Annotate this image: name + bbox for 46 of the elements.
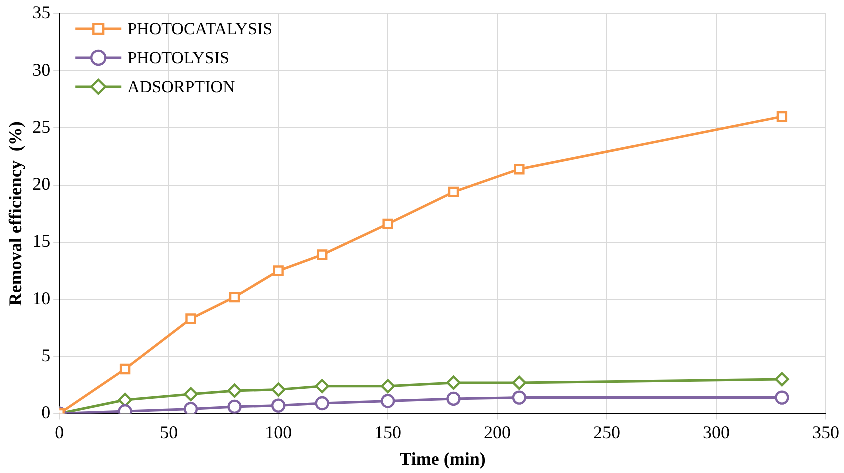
legend-label: PHOTOCATALYSIS — [128, 19, 273, 38]
y-tick-label: 0 — [42, 402, 51, 423]
x-tick-label: 0 — [55, 422, 64, 442]
x-tick-label: 350 — [812, 422, 840, 442]
point — [186, 314, 196, 324]
point — [271, 382, 286, 397]
point — [380, 379, 396, 394]
point — [446, 392, 461, 406]
y-tick-label: 20 — [32, 174, 51, 194]
y-axis-title: Removal efficiency (%) — [5, 122, 26, 306]
x-tick-label: 300 — [703, 422, 730, 442]
point — [448, 186, 460, 198]
point — [228, 384, 242, 398]
point — [382, 218, 394, 230]
point — [228, 400, 242, 414]
point — [184, 387, 198, 402]
point — [514, 164, 525, 175]
point — [273, 266, 284, 276]
point — [380, 394, 396, 408]
point — [315, 379, 330, 394]
y-tick-label: 15 — [32, 231, 51, 252]
point — [775, 372, 790, 387]
x-tick-label: 50 — [160, 422, 178, 442]
x-axis-title: Time (min) — [400, 448, 486, 469]
point — [776, 111, 788, 122]
legend-label: ADSORPTION — [128, 77, 236, 96]
point — [317, 250, 328, 260]
x-tick-label: 200 — [484, 422, 512, 442]
point — [120, 364, 131, 375]
x-tick-label: 250 — [594, 422, 621, 442]
point — [315, 396, 330, 411]
point — [184, 402, 198, 414]
legend-label: PHOTOLYSIS — [128, 48, 230, 68]
x-tick-label: 100 — [265, 422, 292, 442]
point — [229, 292, 240, 303]
point — [512, 390, 527, 405]
y-tick-label: 10 — [32, 288, 51, 308]
point — [271, 398, 286, 413]
point — [775, 390, 790, 405]
x-tick-label: 150 — [374, 422, 402, 442]
y-tick-label: 35 — [32, 2, 51, 23]
y-tick-label: 5 — [42, 345, 51, 366]
y-tick-label: 25 — [32, 116, 51, 137]
point — [446, 376, 461, 390]
point — [512, 376, 527, 390]
y-tick-label: 30 — [32, 60, 51, 80]
